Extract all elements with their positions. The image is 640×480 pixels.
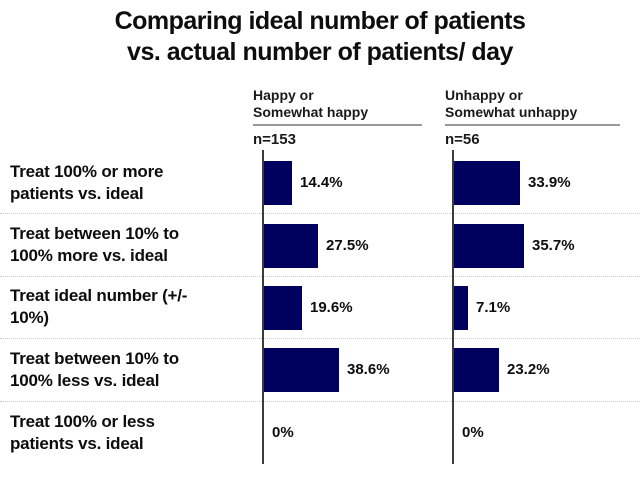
row-label: Treat ideal number (+/- 10%): [10, 286, 188, 328]
table-row: Treat between 10% to 100% less vs. ideal…: [0, 339, 640, 402]
axis-line-happy: [262, 150, 264, 464]
bar: [454, 223, 524, 268]
value-label: 19.6%: [310, 298, 353, 316]
value-label: 23.2%: [507, 361, 550, 379]
row-label: Treat 100% or more patients vs. ideal: [10, 161, 164, 203]
value-label: 14.4%: [300, 174, 343, 192]
bar: [264, 348, 339, 393]
column-header-unhappy: Unhappy or Somewhat unhappy: [445, 87, 578, 120]
value-label: 0%: [462, 424, 484, 442]
value-label: 0%: [272, 424, 294, 442]
row-label: Treat 100% or less patients vs. ideal: [10, 411, 155, 453]
table-row: Treat 100% or less patients vs. ideal 0% 0…: [0, 402, 640, 464]
value-label: 33.9%: [528, 174, 571, 192]
table-row: Treat between 10% to 100% more vs. ideal…: [0, 214, 640, 277]
bar: [264, 285, 302, 330]
table-row: Treat ideal number (+/- 10%) 19.6% 7.1%: [0, 277, 640, 340]
row-label: Treat between 10% to 100% more vs. ideal: [10, 224, 179, 266]
bar: [264, 161, 292, 206]
n-count-unhappy: n=56: [445, 131, 480, 148]
value-label: 35.7%: [532, 236, 575, 254]
column-header-happy: Happy or Somewhat happy: [253, 87, 369, 120]
header-underline-happy: [253, 124, 422, 126]
chart-title: Comparing ideal number of patients vs. a…: [114, 7, 526, 66]
row-label: Treat between 10% to 100% less vs. ideal: [10, 348, 179, 390]
value-label: 38.6%: [347, 361, 390, 379]
bar: [454, 161, 520, 206]
n-count-happy: n=153: [253, 131, 296, 148]
table-row: Treat 100% or more patients vs. ideal 14.…: [0, 152, 640, 215]
header-underline-unhappy: [445, 124, 620, 126]
bar: [454, 348, 499, 393]
value-label: 27.5%: [326, 236, 369, 254]
bar: [264, 223, 318, 268]
bar: [454, 285, 468, 330]
value-label: 7.1%: [476, 298, 511, 316]
axis-line-unhappy: [452, 150, 454, 464]
